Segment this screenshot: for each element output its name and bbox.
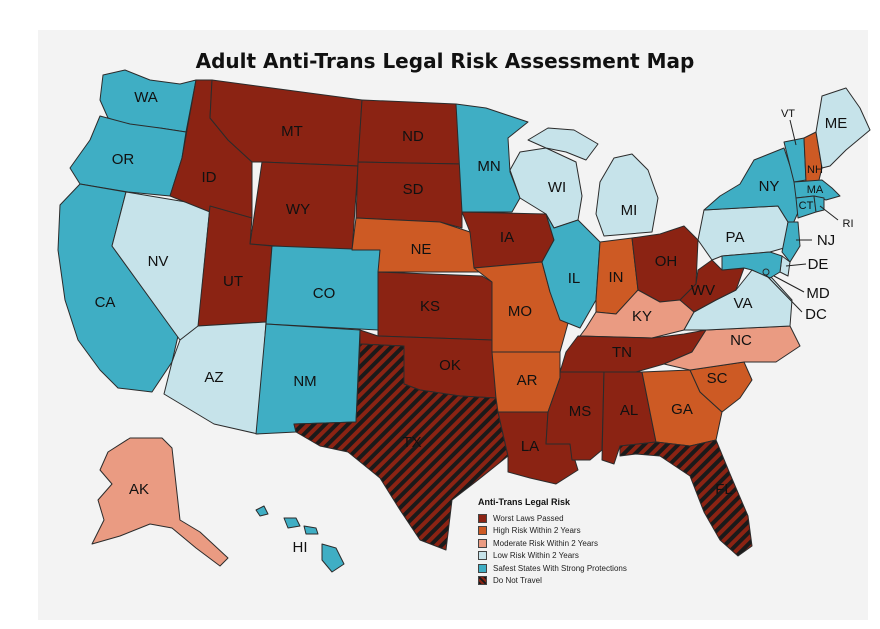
label-IL: IL [568, 270, 581, 287]
label-NV: NV [148, 253, 169, 270]
label-RI: RI [843, 218, 854, 230]
state-MI-UP [527, 127, 599, 161]
label-KS: KS [420, 298, 440, 315]
label-ME: ME [825, 115, 848, 132]
legend-item-worst: Worst Laws Passed [478, 512, 658, 525]
leader-RI [819, 205, 839, 221]
label-WA: WA [134, 89, 158, 106]
label-NC: NC [730, 332, 752, 349]
legend-label-low: Low Risk Within 2 Years [493, 551, 579, 561]
label-TX: TX [402, 434, 421, 451]
label-TN: TN [612, 344, 632, 361]
label-KY: KY [632, 308, 652, 325]
label-DE: DE [808, 256, 829, 273]
label-ND: ND [402, 128, 424, 145]
label-ID: ID [202, 169, 217, 186]
label-MD: MD [806, 285, 829, 302]
label-NJ: NJ [817, 232, 835, 249]
label-NM: NM [293, 373, 316, 390]
state-NH [803, 131, 823, 185]
legend-item-low: Low Risk Within 2 Years [478, 550, 658, 563]
leader-MD [773, 275, 805, 293]
legend-item-moderate: Moderate Risk Within 2 Years [478, 537, 658, 550]
label-CA: CA [95, 294, 116, 311]
label-VA: VA [734, 295, 753, 312]
state-HI [255, 505, 345, 573]
state-FL [619, 439, 753, 557]
label-IN: IN [609, 269, 624, 286]
label-MO: MO [508, 303, 532, 320]
legend-swatch-donot [478, 576, 487, 586]
label-OR: OR [112, 151, 135, 168]
legend-swatch-worst [478, 513, 487, 523]
label-CT: CT [799, 200, 814, 212]
leader-VT [789, 119, 797, 146]
legend-item-high: High Risk Within 2 Years [478, 525, 658, 538]
legend-swatch-safe [478, 563, 487, 573]
label-FL: FL [715, 481, 733, 498]
label-NH: NH [807, 164, 823, 176]
legend-item-donot: Do Not Travel [478, 575, 658, 588]
state-DC [762, 268, 770, 276]
label-WI: WI [548, 179, 566, 196]
label-LA: LA [521, 438, 539, 455]
legend-swatch-low [478, 551, 487, 561]
label-AL: AL [620, 402, 638, 419]
label-WY: WY [286, 201, 310, 218]
map-title: Adult Anti-Trans Legal Risk Assessment M… [195, 49, 695, 73]
legend-label-safe: Safest States With Strong Protections [493, 563, 627, 573]
label-AR: AR [517, 372, 538, 389]
label-MI: MI [621, 202, 638, 219]
label-UT: UT [223, 273, 243, 290]
label-MN: MN [477, 158, 500, 175]
legend-title: Anti-Trans Legal Risk [478, 497, 571, 507]
label-DC: DC [805, 306, 827, 323]
state-MI [595, 153, 659, 237]
legend-label-high: High Risk Within 2 Years [493, 526, 581, 536]
label-GA: GA [671, 401, 693, 418]
legend-label-moderate: Moderate Risk Within 2 Years [493, 538, 598, 548]
legend-item-safe: Safest States With Strong Protections [478, 562, 658, 575]
state-SD [355, 161, 463, 229]
label-HI: HI [293, 539, 308, 556]
state-AK [91, 437, 229, 567]
label-MT: MT [281, 123, 303, 140]
label-OH: OH [655, 253, 678, 270]
state-RI [813, 195, 825, 213]
label-IA: IA [500, 229, 514, 246]
label-OK: OK [439, 357, 461, 374]
label-SC: SC [707, 370, 728, 387]
state-IL [541, 213, 601, 329]
state-WI [509, 147, 583, 229]
legend: Anti-Trans Legal Risk Worst Laws Passed … [478, 497, 658, 587]
legend-label-donot: Do Not Travel [493, 576, 542, 586]
label-PA: PA [726, 229, 745, 246]
legend-swatch-moderate [478, 538, 487, 548]
label-WV: WV [691, 282, 715, 299]
legend-swatch-high [478, 526, 487, 536]
label-AK: AK [129, 481, 149, 498]
leader-DC [765, 274, 803, 313]
legend-label-worst: Worst Laws Passed [493, 513, 564, 523]
label-AZ: AZ [204, 369, 223, 386]
label-MA: MA [807, 184, 824, 196]
label-NY: NY [759, 178, 780, 195]
leader-DE [785, 263, 807, 267]
label-NE: NE [411, 241, 432, 258]
state-NJ [781, 221, 801, 263]
label-SD: SD [403, 181, 424, 198]
state-ME [815, 87, 871, 169]
state-NE [351, 217, 481, 273]
label-CO: CO [313, 285, 336, 302]
label-VT: VT [781, 108, 795, 120]
label-MS: MS [569, 403, 592, 420]
state-TX [293, 343, 509, 551]
